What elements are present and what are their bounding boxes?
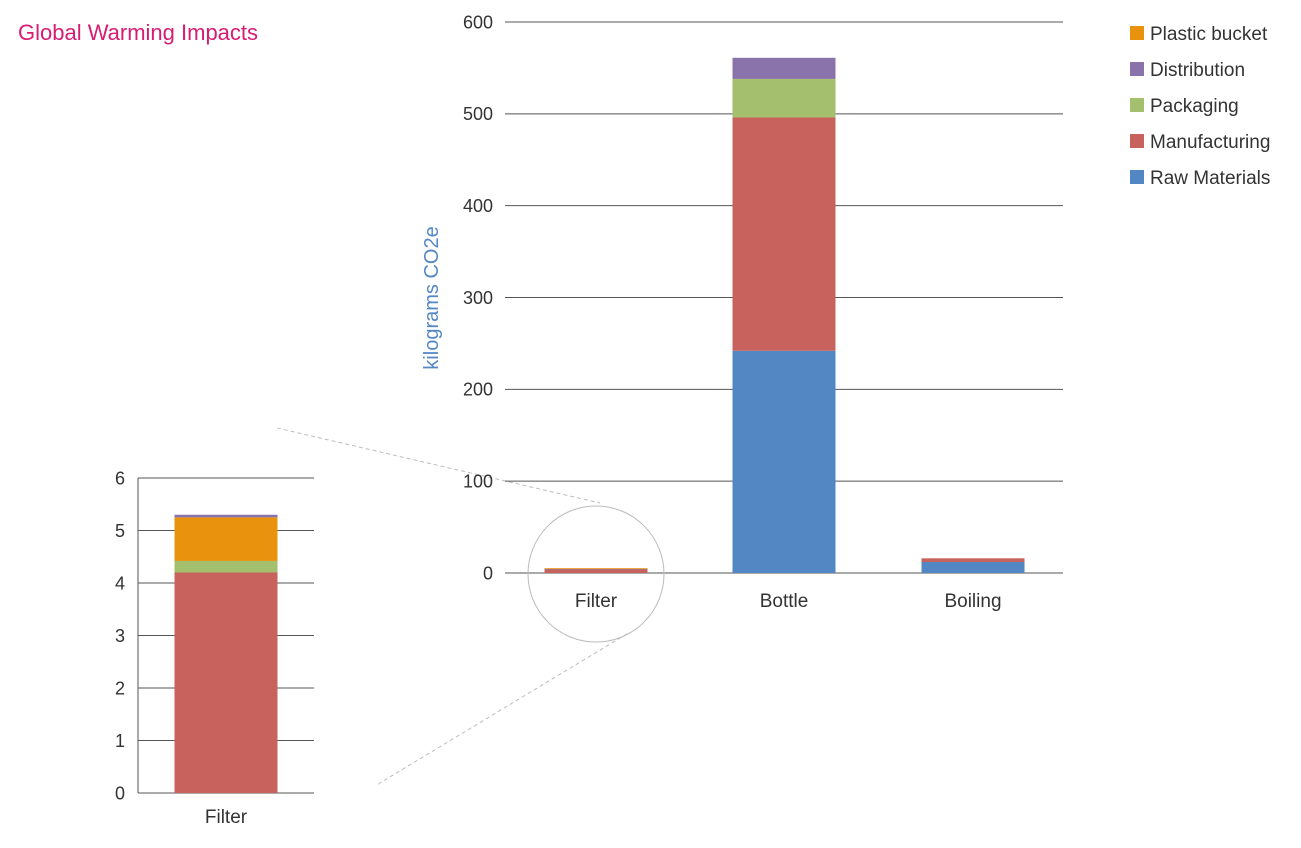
main-bar-boiling-manufacturing [921, 558, 1025, 562]
legend: Plastic bucket Distribution Packaging Manuf… [1130, 24, 1270, 189]
inset-y-tick-label: 0 [115, 783, 125, 803]
legend-label-raw-materials: Raw Materials [1150, 168, 1270, 189]
inset-y-tick-label: 1 [115, 731, 125, 751]
inset-y-tick-label: 6 [115, 468, 125, 488]
inset-y-tick-label: 5 [115, 521, 125, 541]
legend-swatch-distribution [1130, 62, 1144, 76]
main-y-tick-label: 500 [463, 104, 493, 124]
inset-bar-filter-plastic-bucket [174, 517, 278, 561]
inset-y-tick-label: 3 [115, 626, 125, 646]
inset-y-tick-label: 2 [115, 678, 125, 698]
main-y-tick-label: 400 [463, 196, 493, 216]
legend-label-manufacturing: Manufacturing [1150, 132, 1270, 153]
y-axis-label: kilograms CO2e [421, 226, 443, 369]
legend-swatch-packaging [1130, 98, 1144, 112]
main-bar-filter-distribution [544, 568, 648, 570]
main-y-tick-label: 200 [463, 380, 493, 400]
inset-y-tick-label: 4 [115, 573, 125, 593]
main-y-tick-label: 100 [463, 471, 493, 491]
legend-swatch-manufacturing [1130, 134, 1144, 148]
main-bar-bottle-packaging [732, 78, 836, 118]
main-category-label: Filter [575, 591, 618, 612]
main-bar-filter-plastic-bucket [544, 568, 648, 569]
main-bar-bottle-raw-materials [732, 350, 836, 573]
main-y-tick-label: 600 [463, 12, 493, 32]
main-y-tick-label: 300 [463, 288, 493, 308]
legend-swatch-plastic-bucket [1130, 26, 1144, 40]
main-bar-boiling-raw-materials [921, 561, 1025, 573]
main-bar-filter-manufacturing [544, 569, 648, 573]
inset-bar-filter-manufacturing [174, 572, 278, 793]
legend-label-packaging: Packaging [1150, 96, 1239, 117]
main-bar-bottle-manufacturing [732, 117, 836, 351]
chart-title: Global Warming Impacts [18, 20, 259, 45]
legend-label-plastic-bucket: Plastic bucket [1150, 24, 1268, 45]
legend-swatch-raw-materials [1130, 170, 1144, 184]
main-bar-bottle-distribution [732, 57, 836, 79]
inset-bar-filter-distribution [174, 514, 278, 518]
inset-bar-filter-packaging [174, 560, 278, 573]
main-y-tick-label: 0 [483, 563, 493, 583]
main-category-label: Boiling [944, 591, 1001, 612]
zoom-connector-bottom [359, 631, 631, 796]
focus-circle [527, 505, 665, 643]
legend-label-distribution: Distribution [1150, 60, 1245, 81]
inset-category-label: Filter [205, 807, 248, 828]
main-category-label: Bottle [760, 591, 809, 612]
zoom-connector-top [276, 427, 601, 504]
